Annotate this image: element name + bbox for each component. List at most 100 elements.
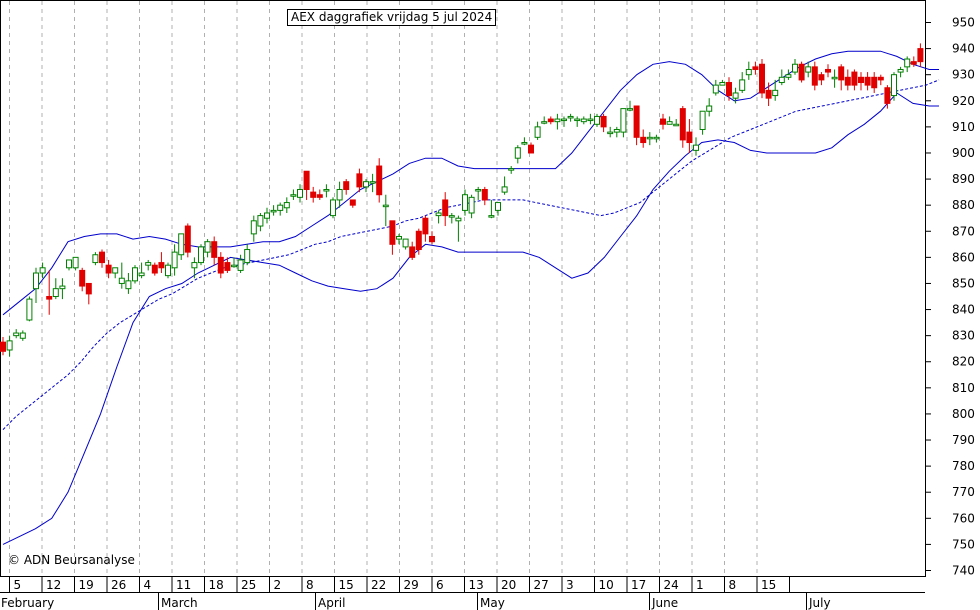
candle-body [475,189,482,192]
candle-body [343,181,350,191]
candle-body [567,115,574,119]
candle-body [521,142,528,145]
candle-body [382,204,389,208]
candle [442,192,449,227]
candle [574,116,581,127]
candle [349,199,356,208]
candle [838,64,845,91]
candle-body [369,181,376,184]
candle [429,231,435,245]
candle-body [303,170,310,191]
y-axis: 950 940 930 920 910 900 890 880 870 860 850 840 830 8… [925,16,975,578]
candle [600,113,607,133]
plot-frame [0,0,926,577]
candle-body [640,136,647,144]
candle [488,199,495,219]
candle [277,202,284,216]
candle [752,61,759,75]
candle [237,254,244,274]
candle-body [917,48,924,63]
candle [613,126,620,138]
candle [811,61,818,91]
y-tick-label: 950 [952,16,975,30]
candle [264,207,270,224]
y-tick-label: 860 [952,250,975,264]
candle-body [501,186,508,193]
candle [244,244,251,266]
candle [759,59,765,99]
candle-body [792,63,798,73]
candle-body [864,76,871,86]
candle-body [52,288,59,297]
candle [660,113,666,130]
candle-body [59,285,66,290]
month-label: May [480,596,505,610]
y-tick-label: 800 [952,407,975,421]
candle [547,116,554,125]
candle [541,116,548,125]
x-tick-label: 13 [469,578,484,592]
candle [481,186,488,206]
candle [514,145,521,164]
candle-body [349,199,356,206]
candle-body [759,63,765,94]
candle-body [442,199,449,217]
candle-body [145,262,152,266]
candle [475,186,482,200]
candle [184,223,191,258]
candle-body [679,108,686,141]
x-tick-label: 15 [339,578,354,592]
candle-body [594,115,600,125]
candle [376,158,383,203]
x-tick-label: 11 [176,578,191,592]
candle [877,74,884,86]
candle [772,79,779,101]
candle-body [66,259,72,269]
candle-body [877,76,884,81]
candle-body [19,332,26,339]
x-tick-label: 22 [371,578,386,592]
candle [864,72,871,91]
candle [330,197,336,219]
y-tick-label: 870 [952,224,975,238]
candle-body [231,264,237,268]
candle [290,189,297,200]
candle-body [726,82,732,97]
candle [125,273,132,294]
candle [92,252,99,266]
candle-body [547,118,554,123]
candle-body [825,68,831,73]
candle [554,113,561,130]
candle-body [818,74,825,81]
candle-body [561,118,567,122]
candle [587,113,594,125]
candle-body [336,189,343,201]
candle-body [739,79,746,91]
candle-body [297,189,303,198]
candle-body [435,212,442,217]
candle-body [356,173,363,188]
x-tick-label: 26 [111,578,126,592]
month-axis: February March April May June July [1,593,831,610]
x-tick-label: 6 [436,578,444,592]
candle-body [165,264,171,277]
candle-body [171,251,178,269]
lower-band [2,92,939,545]
y-tick-label: 820 [952,355,975,369]
candle-body [646,136,653,140]
candle [270,205,277,216]
candle [415,228,422,255]
candle [508,166,515,174]
candle-body [884,87,891,104]
candle [594,113,600,127]
x-tick-label: 20 [501,578,516,592]
candle [151,262,158,276]
candle-body [910,61,917,65]
candle [726,77,732,101]
candle-body [660,118,666,125]
candle [521,137,528,146]
candle [198,244,204,266]
candle [217,252,224,279]
candle [422,215,429,242]
y-tick-label: 830 [952,329,975,343]
